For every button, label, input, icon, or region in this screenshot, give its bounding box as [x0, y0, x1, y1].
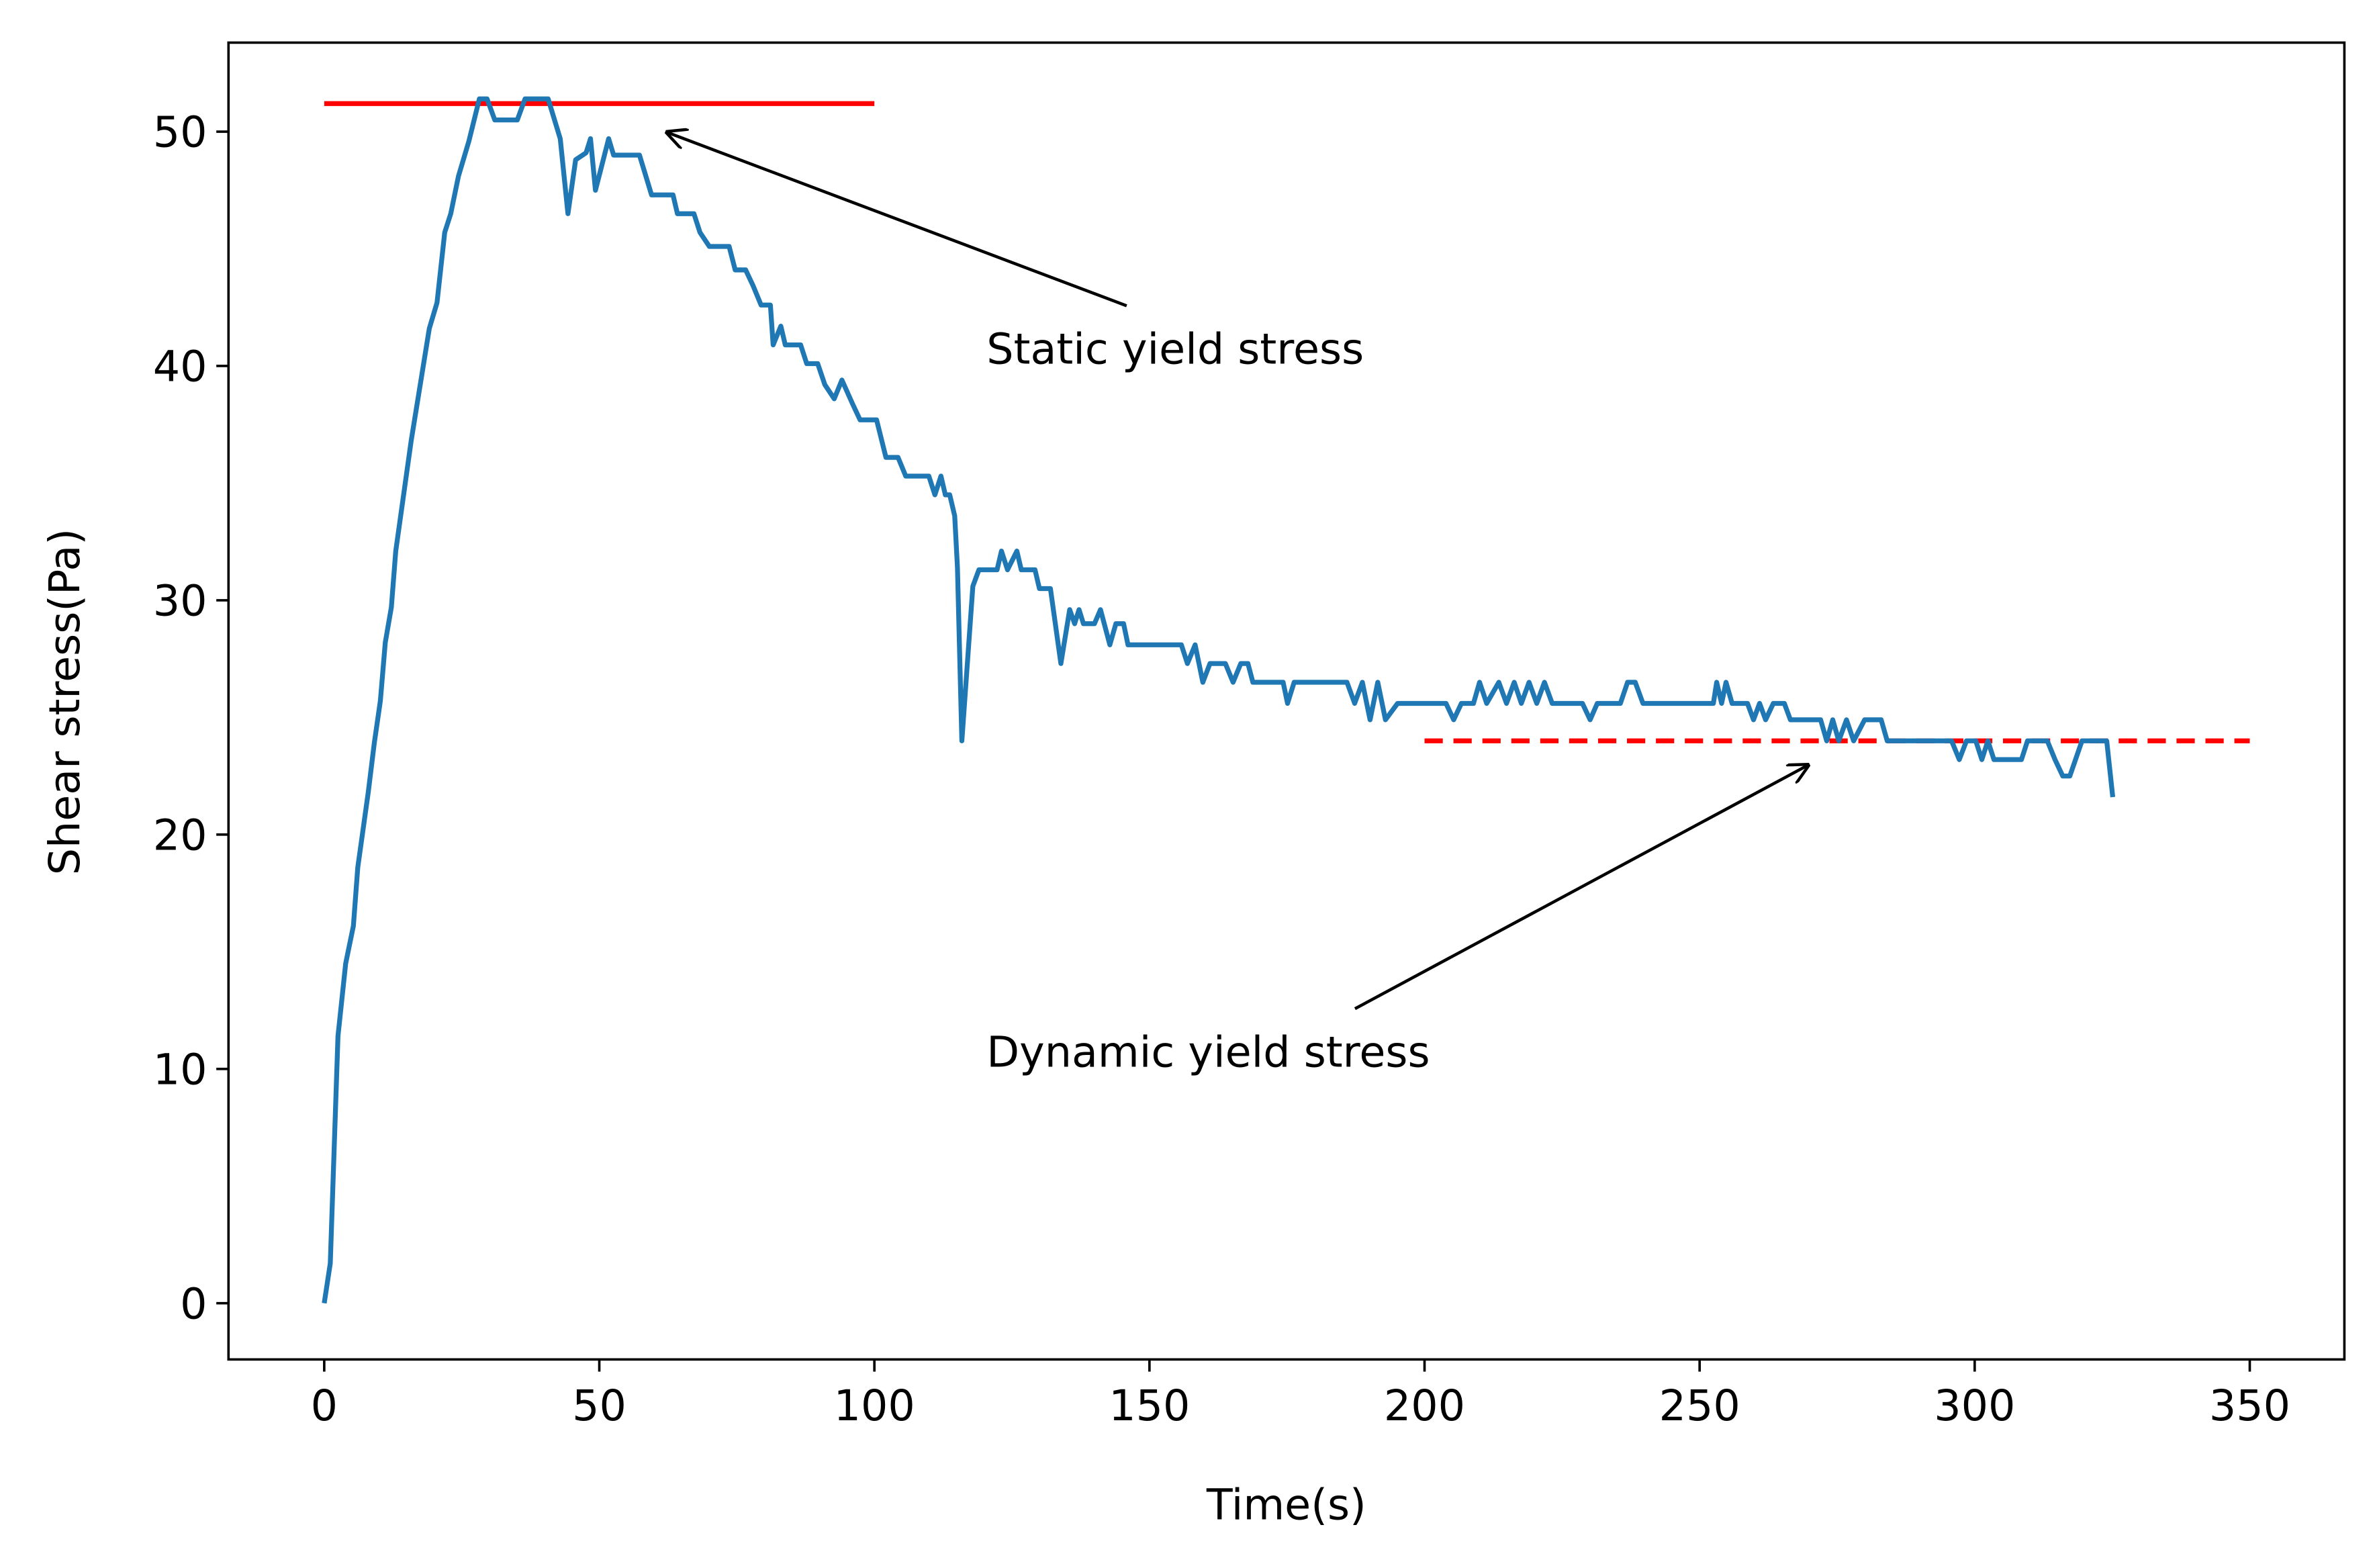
- x-tick-label: 350: [2209, 1381, 2290, 1430]
- y-tick-label: 40: [153, 342, 207, 391]
- data-line: [322, 96, 2116, 1304]
- annotation-arrow: [1354, 764, 1810, 1011]
- y-tick-label: 50: [153, 107, 207, 157]
- plot-frame: [227, 41, 2346, 1361]
- y-tick-label: 30: [153, 576, 207, 626]
- y-axis-label: Shear stress(Pa): [40, 528, 89, 875]
- y-tick-label: 20: [153, 811, 207, 860]
- annotation: Static yield stress: [986, 324, 1364, 374]
- x-tick-label: 100: [834, 1381, 915, 1430]
- x-tick-label: 150: [1109, 1381, 1190, 1430]
- annotation-arrow: [665, 132, 1127, 308]
- x-axis-label: Time(s): [1206, 1479, 1366, 1529]
- x-tick-label: 50: [572, 1381, 626, 1430]
- x-tick-label: 200: [1384, 1381, 1465, 1430]
- y-tick-label: 10: [153, 1044, 207, 1094]
- x-tick-label: 250: [1659, 1381, 1740, 1430]
- annotation: Dynamic yield stress: [986, 1027, 1430, 1076]
- x-tick-label: 300: [1934, 1381, 2015, 1430]
- x-tick-label: 0: [311, 1381, 338, 1430]
- y-tick-label: 0: [180, 1279, 207, 1328]
